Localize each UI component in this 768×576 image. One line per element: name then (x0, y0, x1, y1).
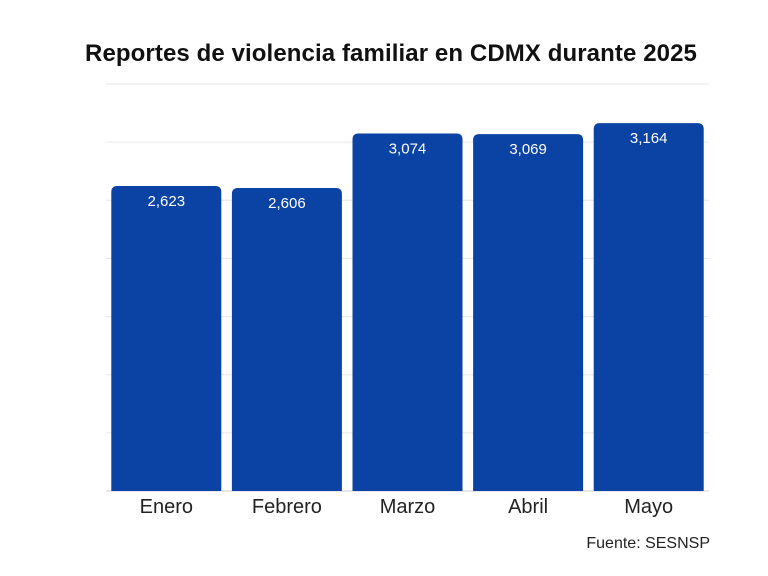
category-label: Mayo (624, 496, 673, 518)
bar-enero (111, 185, 222, 491)
bar-marzo (352, 133, 463, 491)
value-label: 3,074 (389, 141, 427, 158)
chart-title: Reportes de violencia familiar en CDMX d… (85, 40, 697, 67)
bar-mayo (593, 123, 704, 492)
source-note: Fuente: SESNSP (586, 535, 710, 552)
bars (111, 123, 704, 492)
category-label: Marzo (380, 496, 436, 518)
value-label: 2,623 (148, 193, 186, 210)
bar-febrero (231, 187, 342, 492)
value-labels: 2,623 2,606 3,074 3,069 3,164 (148, 130, 668, 212)
value-label: 3,164 (630, 130, 668, 147)
value-label: 3,069 (509, 141, 547, 158)
value-label: 2,606 (268, 195, 306, 212)
category-label: Febrero (252, 496, 322, 518)
category-label: Enero (140, 496, 193, 518)
category-label: Abril (508, 496, 548, 518)
category-labels: Enero Febrero Marzo Abril Mayo (140, 496, 674, 518)
bar-abril (473, 134, 584, 491)
